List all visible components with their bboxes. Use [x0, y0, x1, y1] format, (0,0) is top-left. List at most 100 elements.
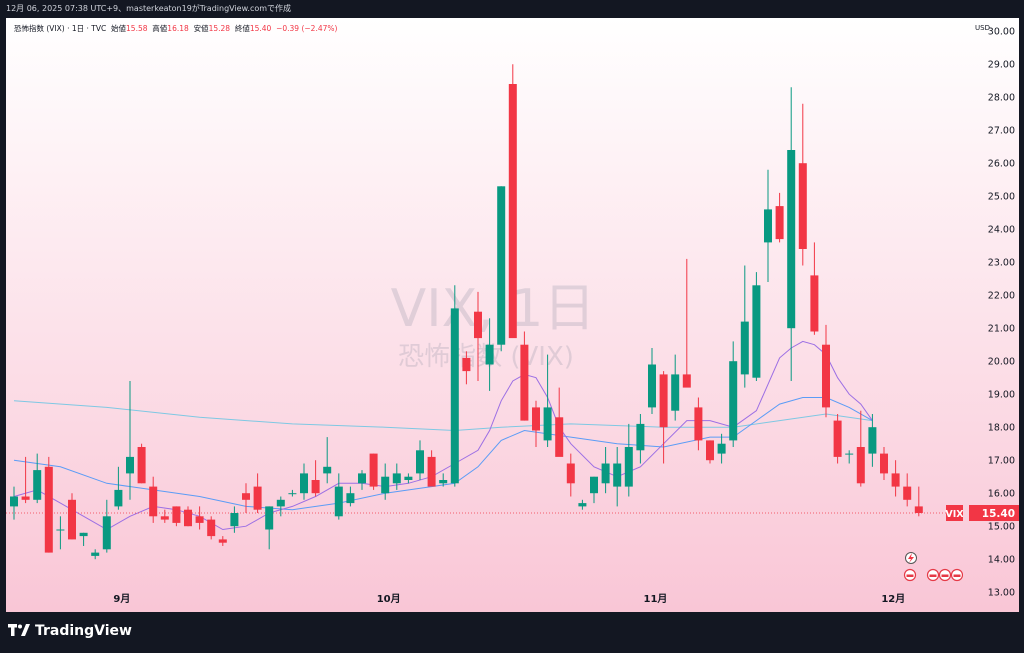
candle-body [160, 516, 169, 520]
candle-body [230, 513, 239, 527]
candle-body [195, 516, 204, 523]
open-value: 15.58 [126, 24, 148, 33]
y-tick-label: 29.00 [988, 60, 1015, 71]
x-tick-label: 11月 [644, 593, 668, 605]
candle [543, 354, 552, 447]
candle-body [648, 364, 656, 408]
candle [91, 549, 100, 560]
candle [450, 285, 459, 487]
candle-body [566, 463, 575, 484]
candle [856, 410, 865, 487]
candle [648, 348, 656, 414]
high-value: 16.18 [167, 24, 189, 33]
candle-body [149, 486, 158, 517]
candle [590, 476, 598, 504]
candle-body [543, 407, 552, 441]
y-tick-label: 17.00 [988, 456, 1015, 467]
candle [265, 506, 274, 550]
candle [532, 400, 540, 447]
y-tick-label: 20.00 [988, 357, 1015, 368]
candle-body [184, 509, 192, 527]
candle [845, 450, 854, 464]
chart-caption: 12月 06, 2025 07:38 UTC+9、masterkeaton19が… [6, 4, 292, 13]
candle [207, 516, 216, 540]
price-scale[interactable]: USD 13.00 14.00 15.00 16.00 17.00 18.00 19.00 2… [969, 18, 1019, 612]
candle-body [822, 344, 830, 408]
candle [33, 453, 42, 504]
candle-body [114, 489, 123, 507]
candle [636, 414, 645, 464]
x-tick-label: 9月 [113, 593, 130, 605]
dividend-event-icon [905, 552, 917, 564]
candle-body [311, 480, 320, 494]
candle-body [671, 374, 680, 411]
candle-body [485, 344, 494, 365]
candle [903, 473, 912, 507]
y-tick-label: 19.00 [988, 390, 1015, 401]
y-tick-label: 26.00 [988, 159, 1015, 170]
x-tick-label: 10月 [377, 593, 401, 605]
candle-body [752, 285, 761, 378]
candle-body [21, 496, 30, 500]
candle-body [416, 450, 424, 474]
candle-body [555, 417, 564, 457]
candle [508, 64, 517, 339]
low-value: 15.28 [208, 24, 231, 33]
candle [381, 463, 390, 500]
candle [184, 506, 192, 527]
high-label: 高値 [152, 24, 168, 33]
candle [311, 460, 320, 497]
candle-body [845, 453, 854, 455]
candle [613, 447, 622, 507]
candle-body [891, 473, 900, 487]
candle [346, 486, 355, 507]
candle-body [253, 486, 262, 510]
last-price-value: 15.40 [982, 508, 1015, 520]
candle [300, 463, 308, 500]
candle-body [764, 209, 772, 243]
candle-body [798, 163, 807, 249]
close-value: 15.40 [249, 24, 272, 33]
candle [729, 341, 738, 447]
candle-body [462, 357, 471, 372]
moving-average-long [13, 400, 873, 432]
candle-body [914, 506, 923, 513]
candle [520, 331, 529, 421]
candle [195, 506, 204, 530]
candle [694, 397, 703, 451]
tradingview-logo[interactable]: TradingView [8, 623, 132, 639]
candle [427, 450, 436, 487]
lightning-icon [908, 553, 914, 563]
candle-body [636, 423, 645, 451]
candle-body [242, 493, 250, 500]
candle-body [532, 407, 540, 431]
candle [810, 242, 819, 335]
candle-body [265, 506, 274, 530]
candle [288, 489, 297, 497]
event-stripe [941, 574, 949, 577]
candle [392, 463, 401, 490]
candle-body [137, 447, 146, 484]
candle [172, 506, 181, 527]
candle-body [33, 470, 42, 500]
y-tick-label: 15.00 [988, 522, 1015, 533]
candle-body [787, 150, 796, 329]
candle [671, 354, 680, 421]
candle [10, 486, 18, 520]
ohlc-legend: 恐怖指数 (VIX) · 1日 · TVC 始値15.58 高値16.18 安値… [14, 23, 337, 34]
candle-body [682, 374, 691, 388]
candle [474, 291, 482, 381]
last-price-tag [969, 505, 1019, 521]
candle [79, 532, 88, 546]
candle [868, 414, 877, 467]
candle [880, 447, 888, 480]
candle [218, 536, 227, 546]
candle [462, 351, 471, 385]
candle [56, 516, 65, 550]
candle-body [288, 493, 297, 495]
candle [68, 493, 76, 540]
candle [578, 499, 587, 510]
chart-frame: VIX, 1日 恐怖指数 (VIX) 9月 10月 11月 12月 VIX 恐怖指数 (VI… [6, 18, 1019, 612]
candle [706, 440, 714, 464]
